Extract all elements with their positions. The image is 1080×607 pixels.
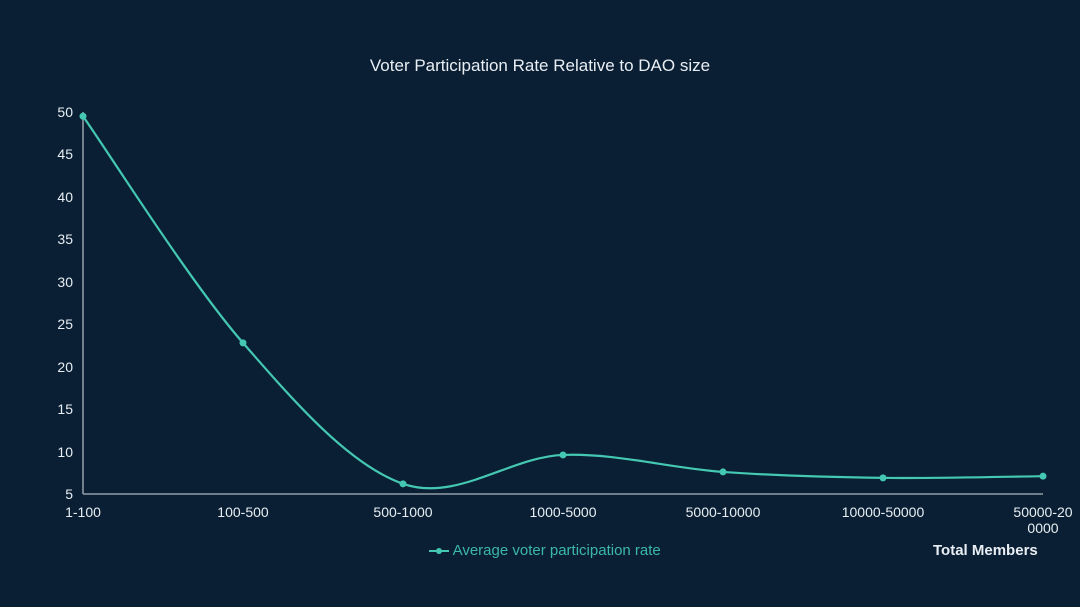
data-point	[80, 113, 87, 120]
y-tick-label: 5	[33, 486, 73, 502]
x-tick-label: 50000-20 0000	[1013, 504, 1072, 536]
data-point	[720, 468, 727, 475]
x-tick-label: 500-1000	[373, 504, 432, 520]
x-axis-title: Total Members	[933, 542, 1038, 559]
x-tick-label: 1-100	[65, 504, 101, 520]
data-point	[1040, 473, 1047, 480]
y-tick-label: 30	[33, 274, 73, 290]
chart-title: Voter Participation Rate Relative to DAO…	[0, 56, 1080, 76]
data-point	[880, 474, 887, 481]
x-tick-label: 5000-10000	[686, 504, 761, 520]
y-tick-label: 15	[33, 401, 73, 417]
y-tick-label: 45	[33, 146, 73, 162]
chart-svg	[83, 112, 1043, 494]
x-tick-label: 10000-50000	[842, 504, 925, 520]
x-tick-label: 100-500	[217, 504, 268, 520]
y-tick-label: 25	[33, 316, 73, 332]
data-point	[400, 480, 407, 487]
series-line	[83, 116, 1043, 488]
y-tick-label: 10	[33, 444, 73, 460]
data-point	[240, 339, 247, 346]
x-tick-label: 1000-5000	[530, 504, 597, 520]
data-point	[560, 451, 567, 458]
y-tick-label: 35	[33, 231, 73, 247]
y-tick-label: 50	[33, 104, 73, 120]
legend-label: Average voter participation rate	[453, 542, 661, 559]
plot-area: 51015202530354045501-100100-500500-10001…	[83, 112, 1043, 494]
legend: Average voter participation rate	[429, 542, 661, 559]
chart-container: Voter Participation Rate Relative to DAO…	[0, 0, 1080, 607]
legend-marker-icon	[429, 546, 449, 556]
y-tick-label: 20	[33, 359, 73, 375]
y-tick-label: 40	[33, 189, 73, 205]
